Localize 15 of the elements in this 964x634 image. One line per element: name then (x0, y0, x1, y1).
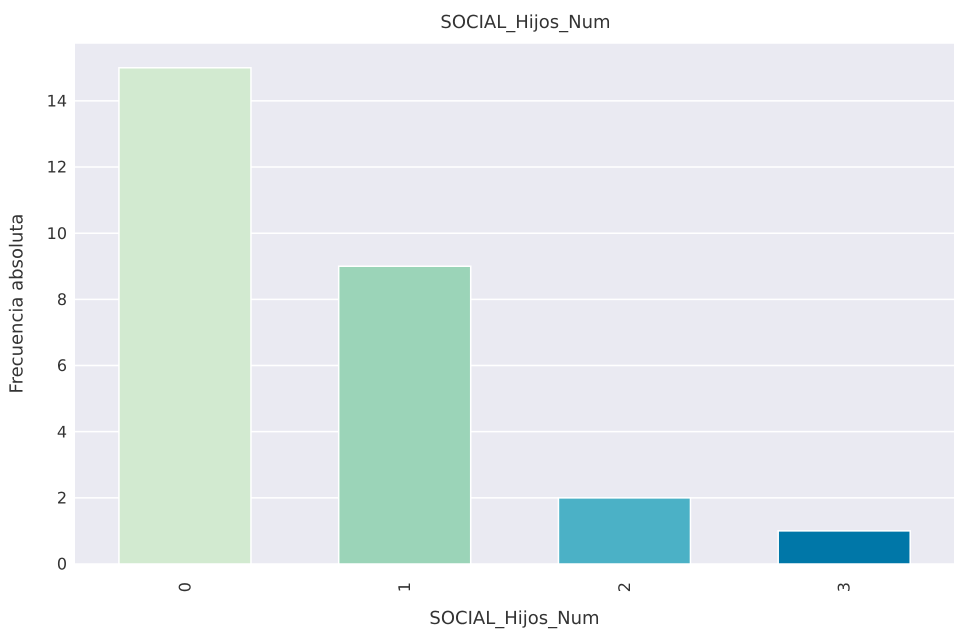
y-tick-label: 12 (46, 158, 67, 177)
y-axis-title: Frecuencia absoluta (6, 214, 28, 394)
y-tick-label: 6 (56, 356, 67, 376)
chart-title: SOCIAL_Hijos_Num (439, 11, 612, 35)
y-tick-label: 8 (56, 290, 67, 310)
x-tick-label: 3 (834, 582, 854, 592)
x-tick-label: 0 (175, 582, 194, 592)
y-tick-label: 0 (56, 554, 67, 574)
y-tick-label: 2 (56, 488, 67, 508)
x-axis-title: SOCIAL_Hijos_Num (429, 608, 600, 629)
y-tick-label: 4 (56, 422, 67, 442)
x-tick-label: 2 (614, 582, 634, 592)
y-tick-label: 14 (46, 92, 67, 111)
x-tick-label: 1 (395, 582, 414, 592)
y-tick-label: 10 (46, 224, 67, 243)
